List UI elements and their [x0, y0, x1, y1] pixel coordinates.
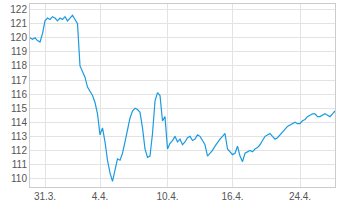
svg-text:122: 122	[10, 4, 27, 15]
svg-text:120: 120	[10, 32, 27, 43]
svg-text:24.4.: 24.4.	[289, 191, 311, 202]
svg-text:110: 110	[11, 173, 27, 184]
svg-text:113: 113	[11, 131, 27, 142]
svg-text:121: 121	[10, 18, 27, 29]
svg-text:117: 117	[11, 75, 27, 86]
svg-text:119: 119	[11, 46, 27, 57]
svg-text:115: 115	[11, 103, 27, 114]
svg-text:112: 112	[11, 145, 27, 156]
svg-text:31.3.: 31.3.	[34, 191, 56, 202]
svg-text:116: 116	[11, 89, 27, 100]
svg-text:10.4.: 10.4.	[156, 191, 178, 202]
svg-text:111: 111	[12, 159, 28, 170]
svg-text:4.4.: 4.4.	[92, 191, 109, 202]
svg-text:118: 118	[11, 60, 27, 71]
svg-text:114: 114	[11, 117, 27, 128]
svg-text:16.4.: 16.4.	[221, 191, 243, 202]
